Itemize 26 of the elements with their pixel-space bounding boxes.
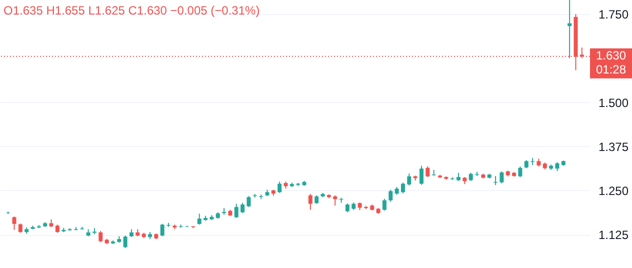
candlestick [234, 203, 238, 218]
candlestick [240, 202, 245, 214]
y-tick-label: 1.250 [598, 184, 629, 198]
candlestick [18, 223, 22, 234]
candlestick [278, 181, 282, 194]
y-tick-label: 1.375 [598, 140, 629, 154]
chart-title: O1.635 H1.655 L1.625 C1.630 −0.005 (−0.31%) [4, 4, 260, 18]
candlestick [308, 193, 312, 210]
candlestick [518, 166, 522, 178]
candlestick [419, 165, 424, 186]
candlestick [407, 172, 412, 186]
candlestick [400, 182, 405, 194]
candlestick [388, 189, 393, 202]
candlestick [12, 216, 16, 230]
candlestick [382, 198, 386, 212]
candlestick [160, 223, 164, 237]
y-tick-label: 1.750 [598, 8, 629, 22]
candlestick [426, 166, 430, 178]
candlestick [123, 235, 128, 248]
candlestick [246, 196, 251, 208]
candlestick [500, 170, 504, 184]
y-tick-label: 1.125 [598, 228, 629, 242]
ref-line-label: 1.630 01:28 [596, 48, 626, 76]
candlestick [197, 213, 202, 226]
y-tick-label: 1.500 [598, 96, 629, 110]
candlestick [98, 230, 103, 243]
